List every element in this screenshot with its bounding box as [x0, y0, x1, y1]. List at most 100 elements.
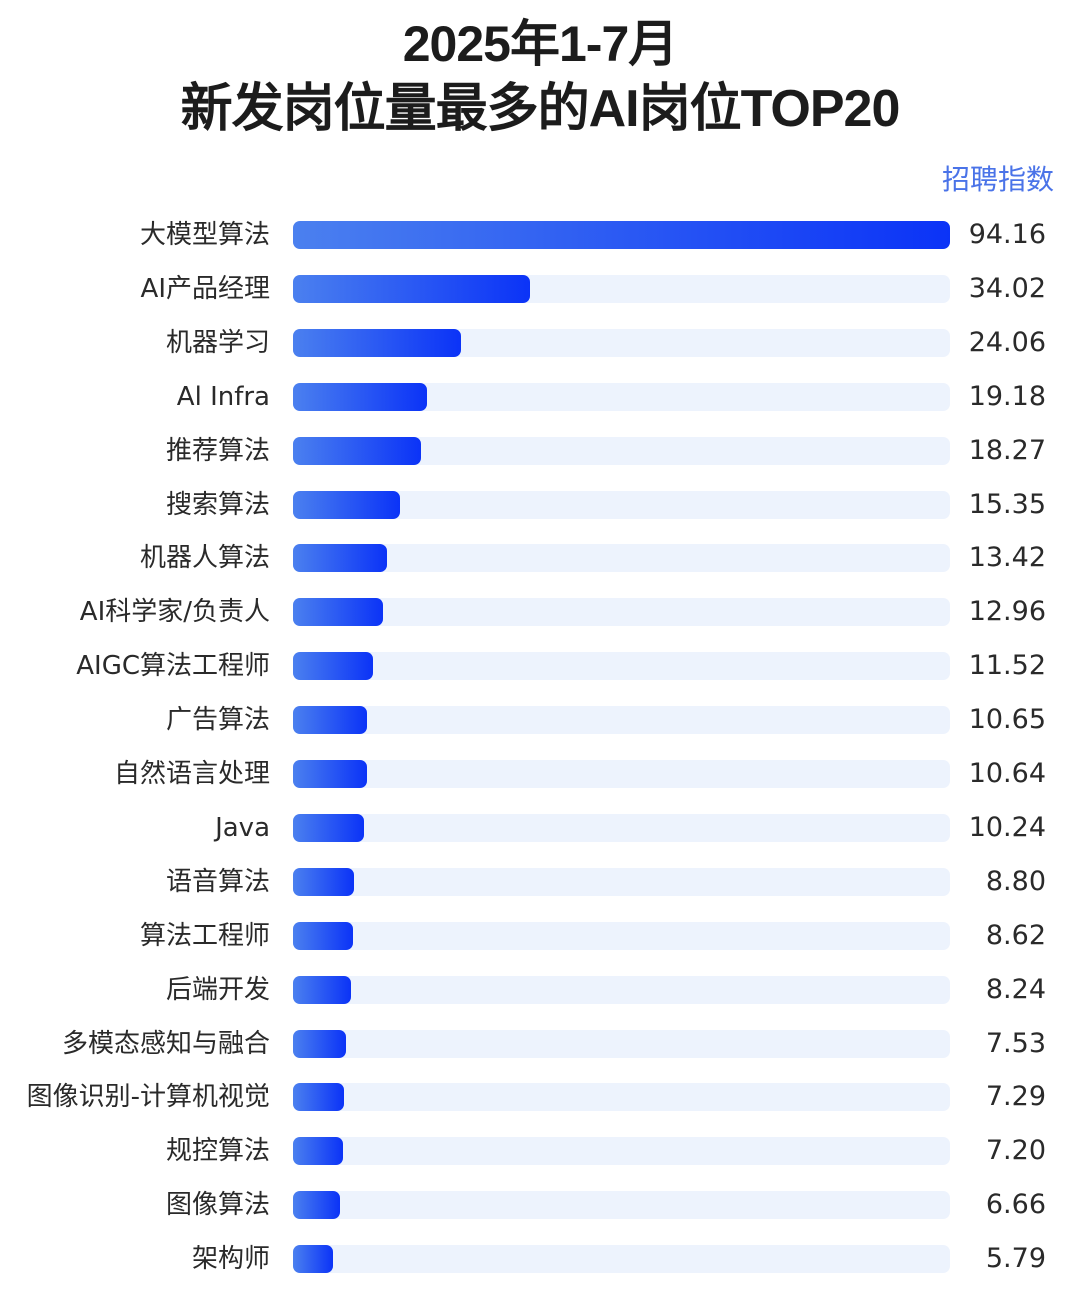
value-label: 5.79: [985, 1243, 1046, 1275]
bar-fill: [293, 1137, 344, 1166]
value-label: 8.24: [985, 973, 1046, 1005]
bar-track: [293, 706, 950, 735]
bar-row: 多模态感知与融合 7.53: [0, 1027, 1080, 1059]
value-label: 15.35: [968, 488, 1046, 520]
category-label: 推荐算法: [165, 435, 270, 466]
bar-fill: [293, 598, 384, 627]
category-label: Java: [215, 812, 270, 843]
category-label: 大模型算法: [139, 220, 270, 250]
category-label: 多模态感知与融合: [61, 1028, 270, 1059]
bar-track: [293, 328, 950, 357]
bar-fill: [293, 975, 351, 1004]
category-label: 机器人算法: [139, 543, 270, 574]
bar-row: Java 10.24: [0, 811, 1080, 843]
bar-fill: [293, 867, 355, 896]
bar-track: [293, 652, 950, 681]
bar-row: 大模型算法 94.16: [0, 219, 1080, 250]
bar-fill: [293, 652, 374, 681]
value-label: 94.16: [968, 219, 1046, 250]
value-label: 7.20: [985, 1135, 1046, 1167]
bar-row: AI产品经理 34.02: [0, 272, 1080, 304]
bar-row: 搜索算法 15.35: [0, 488, 1080, 520]
bar-track: [293, 221, 950, 249]
value-label: 10.65: [968, 704, 1046, 736]
bar-row: Al Infra 19.18: [0, 380, 1080, 412]
bar-track: [293, 1191, 950, 1220]
category-label: 自然语言处理: [113, 759, 270, 789]
bar-track: [293, 382, 950, 411]
value-label: 18.27: [968, 434, 1046, 466]
category-label: 语音算法: [165, 866, 270, 897]
bar-row: 规控算法 7.20: [0, 1135, 1080, 1167]
value-label: 10.24: [968, 811, 1046, 843]
bar-row: 图像算法 6.66: [0, 1189, 1080, 1221]
bar-track: [293, 490, 950, 519]
bar-fill: [293, 1083, 344, 1112]
value-label: 6.66: [985, 1189, 1046, 1221]
category-label: 规控算法: [165, 1136, 270, 1167]
bar-fill: [293, 760, 368, 788]
value-label: 10.64: [968, 758, 1046, 789]
value-label: 13.42: [968, 542, 1046, 574]
chart-title-line2: 新发岗位量最多的AI岗位TOP20: [180, 80, 901, 138]
category-label: Al Infra: [176, 381, 270, 412]
bar-fill: [293, 921, 354, 950]
value-label: 34.02: [968, 272, 1046, 304]
bar-track: [293, 921, 950, 950]
bar-row: 机器学习 24.06: [0, 326, 1080, 358]
bar-row: 后端开发 8.24: [0, 973, 1080, 1005]
bar-fill: [293, 490, 401, 519]
bar-row: 图像识别-计算机视觉 7.29: [0, 1081, 1080, 1113]
category-label: AI科学家/负责人: [79, 597, 270, 628]
category-label: 架构师: [191, 1244, 270, 1275]
bar-fill: [293, 706, 368, 735]
value-label: 12.96: [968, 596, 1046, 628]
bar-row: 架构师 5.79: [0, 1243, 1080, 1275]
value-column-header: 招聘指数: [941, 163, 1054, 196]
value-label: 7.53: [985, 1027, 1046, 1059]
bar-fill: [293, 328, 461, 357]
bar-track: [293, 598, 950, 627]
bar-track: [293, 813, 950, 842]
category-label: 机器学习: [165, 327, 270, 358]
category-label: 图像识别-计算机视觉: [26, 1082, 270, 1113]
value-label: 11.52: [968, 650, 1046, 682]
bar-row: 算法工程师 8.62: [0, 919, 1080, 951]
value-label: 7.29: [985, 1081, 1046, 1113]
bar-row: 广告算法 10.65: [0, 704, 1080, 736]
bar-row: 推荐算法 18.27: [0, 434, 1080, 466]
bar-row: 语音算法 8.80: [0, 865, 1080, 897]
bar-fill: [293, 382, 427, 411]
bar-fill: [293, 274, 531, 303]
bar-track: [293, 1083, 950, 1112]
value-label: 8.80: [985, 865, 1046, 897]
bar-track: [293, 975, 950, 1004]
bar-fill: [293, 436, 421, 465]
chart-title-line1: 2025年1-7月: [402, 16, 679, 72]
value-label: 8.62: [985, 919, 1046, 951]
bar-track: [293, 274, 950, 303]
bar-track: [293, 436, 950, 465]
value-label: 24.06: [968, 326, 1046, 358]
bar-track: [293, 1137, 950, 1166]
category-label: AIGC算法工程师: [76, 651, 270, 682]
category-label: 后端开发: [165, 974, 270, 1005]
category-label: 图像算法: [165, 1190, 270, 1221]
bar-track: [293, 1029, 950, 1058]
bar-fill: [293, 1029, 346, 1058]
bar-row: 机器人算法 13.42: [0, 542, 1080, 574]
category-label: 搜索算法: [165, 489, 270, 520]
bar-row: AIGC算法工程师 11.52: [0, 650, 1080, 682]
bar-track: [293, 1245, 950, 1274]
category-label: 算法工程师: [139, 920, 270, 951]
category-label: 广告算法: [165, 705, 270, 736]
bar-track: [293, 544, 950, 573]
category-label: AI产品经理: [140, 273, 270, 304]
bar-track: [293, 867, 950, 896]
value-label: 19.18: [968, 380, 1046, 412]
bar-row: AI科学家/负责人 12.96: [0, 596, 1080, 628]
bar-fill: [293, 813, 365, 842]
bar-row: 自然语言处理 10.64: [0, 758, 1080, 789]
bar-fill: [293, 544, 387, 573]
bar-fill: [293, 1245, 334, 1274]
